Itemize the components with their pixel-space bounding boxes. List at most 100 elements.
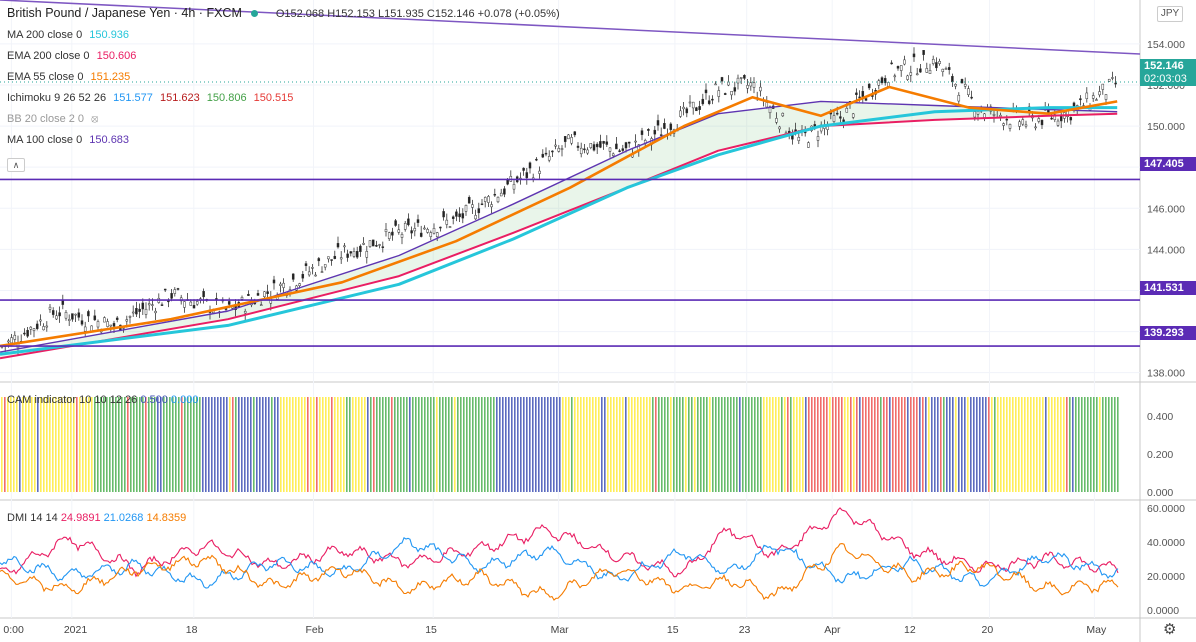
candle-body (349, 251, 353, 254)
candle-body (1024, 124, 1028, 127)
cam-bar (55, 397, 57, 492)
settings-gear-icon[interactable]: ⚙ (1163, 621, 1177, 638)
cam-bar (631, 397, 633, 492)
cam-bar (193, 397, 195, 492)
cam-bar (604, 397, 606, 492)
cam-bar (220, 397, 222, 492)
candle-body (1034, 126, 1037, 129)
cam-bar (91, 397, 93, 492)
cam-bar (301, 397, 303, 492)
candle-body (483, 197, 487, 202)
candle-body (112, 323, 116, 327)
level-badge-1: 147.405 (1140, 157, 1196, 171)
candle-body (922, 50, 925, 55)
candle-body (10, 337, 13, 344)
cam-bar (742, 397, 744, 492)
market-status-icon (251, 10, 259, 18)
candle-body (439, 226, 442, 229)
candle-body (695, 107, 698, 112)
candle-body (775, 118, 778, 123)
legend-value: 150.515 (253, 92, 294, 104)
cam-bar (712, 397, 714, 492)
cam-bar (652, 397, 654, 492)
cam-tick-label: 0.000 (1147, 487, 1173, 499)
candle-body (227, 301, 231, 305)
cam-bar (1084, 397, 1086, 492)
candle-body (93, 315, 97, 321)
price-tick-label: 154.000 (1147, 39, 1185, 51)
cam-bar (1069, 397, 1071, 492)
time-tick-label: 15 (667, 624, 679, 636)
cam-bar (238, 397, 240, 492)
eye-hidden-icon[interactable]: ⦻ (91, 113, 99, 125)
cam-bar (757, 397, 759, 492)
legend-ma100[interactable]: MA 100 close 0 150.683 (7, 130, 293, 151)
candle-body (867, 83, 871, 89)
cam-bar (277, 397, 279, 492)
cam-bar (1072, 397, 1074, 492)
cam-bar (979, 397, 981, 492)
cam-bar (634, 397, 636, 492)
cam-bar (1108, 397, 1110, 492)
cam-bar (856, 397, 858, 492)
currency-label[interactable]: JPY (1157, 6, 1183, 22)
legend-bb[interactable]: BB 20 close 2 0 ⦻ (7, 109, 293, 130)
candle-body (477, 208, 481, 214)
cam-bar (100, 397, 102, 492)
cam-bar (457, 397, 459, 492)
ema200-line (0, 112, 1118, 360)
cam-bar (178, 397, 180, 492)
candle-body (1098, 91, 1101, 96)
cam-bar (637, 397, 639, 492)
candle-body (592, 144, 596, 151)
candle-body (35, 323, 39, 329)
candle-body (301, 273, 305, 279)
candle-body (525, 172, 529, 179)
legend-ichimoku[interactable]: Ichimoku 9 26 52 26 151.577 151.623 150.… (7, 88, 293, 109)
cam-bar (778, 397, 780, 492)
candle-body (611, 153, 615, 156)
candle-body (560, 148, 564, 150)
candle-body (336, 243, 340, 248)
cam-bar (250, 397, 252, 492)
candle-body (586, 149, 589, 154)
candle-body (653, 129, 657, 135)
cam-bar (79, 397, 81, 492)
candle-body (106, 321, 109, 327)
candle-body (944, 68, 948, 70)
cam-bar (7, 397, 9, 492)
candle-body (410, 230, 413, 234)
cam-bar (1066, 397, 1068, 492)
legend-ema200[interactable]: EMA 200 close 0 150.606 (7, 46, 293, 67)
candle-body (445, 219, 449, 225)
collapse-legend-button[interactable]: ∧ (7, 158, 25, 172)
cam-bar (751, 397, 753, 492)
legend-label: EMA 55 close 0 (7, 71, 84, 83)
cam-bar (958, 397, 960, 492)
dmi-value-3: 14.8359 (146, 512, 187, 524)
legend-label: EMA 200 close 0 (7, 50, 90, 62)
candle-body (1111, 77, 1114, 79)
cam-bar (688, 397, 690, 492)
candle-body (618, 150, 621, 152)
candle-body (691, 101, 695, 109)
candle-body (557, 148, 561, 152)
candle-body (464, 205, 468, 212)
cam-bar (727, 397, 729, 492)
cam-bar (61, 397, 63, 492)
cam-bar (1075, 397, 1077, 492)
time-tick-label: 15 (425, 624, 437, 636)
legend-ema55[interactable]: EMA 55 close 0 151.235 (7, 67, 293, 88)
cam-bar (85, 397, 87, 492)
candle-body (391, 231, 394, 236)
legend-label: Ichimoku 9 26 52 26 (7, 92, 107, 104)
candle-body (327, 256, 330, 260)
cam-bar (451, 397, 453, 492)
cam-bar (1015, 397, 1017, 492)
candle-body (746, 85, 749, 89)
cam-bar (745, 397, 747, 492)
cam-bar (430, 397, 432, 492)
legend-ma200[interactable]: MA 200 close 0 150.936 (7, 25, 293, 46)
legend-value: 151.235 (90, 71, 131, 83)
